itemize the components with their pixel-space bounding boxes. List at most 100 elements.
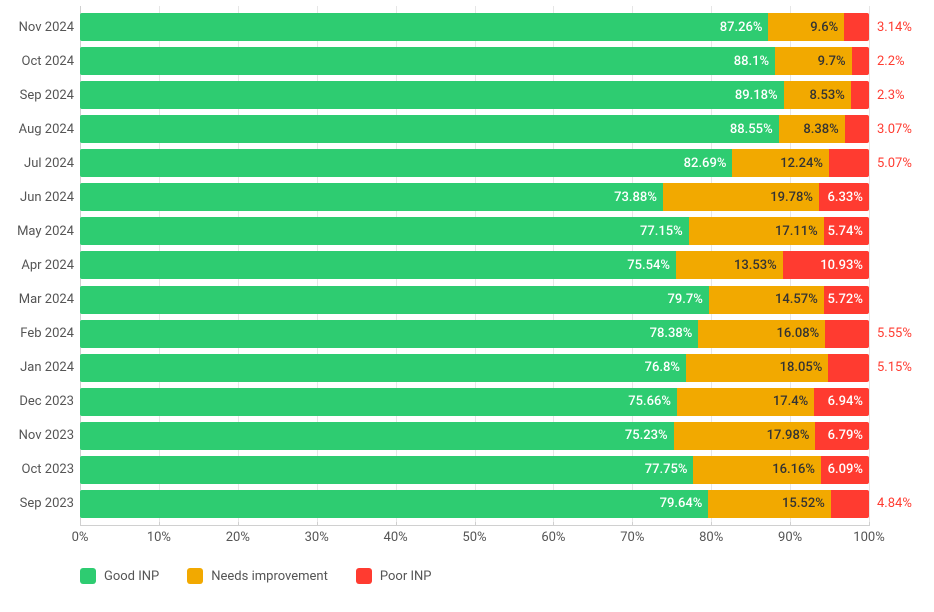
bar-segment-good: 76.8% xyxy=(80,354,686,382)
y-axis-label: May 2024 xyxy=(10,217,74,245)
y-axis-label: Nov 2023 xyxy=(10,422,74,450)
bar-row: Apr 202475.54%13.53%10.93% xyxy=(80,251,869,279)
bar-value-label: 17.4% xyxy=(773,394,808,409)
bar-segment-needs: 15.52% xyxy=(708,490,830,518)
bar-segment-poor xyxy=(829,149,869,177)
x-tick-mark xyxy=(396,522,397,526)
y-axis-label: Dec 2023 xyxy=(10,388,74,416)
legend-swatch xyxy=(187,568,203,584)
bar-value-label: 12.24% xyxy=(780,156,823,171)
bar-value-label: 75.23% xyxy=(625,428,668,443)
bar-value-label: 77.15% xyxy=(640,224,683,239)
bar-segment-poor: 6.09% xyxy=(821,456,869,484)
bar-segment-good: 79.7% xyxy=(80,286,709,314)
bar-value-label: 2.2% xyxy=(877,54,905,69)
bar-value-label: 6.94% xyxy=(828,394,863,409)
bar-segment-good: 77.15% xyxy=(80,217,689,245)
x-tick-label: 30% xyxy=(305,530,329,545)
bar-value-label: 16.08% xyxy=(776,326,819,341)
x-tick-mark xyxy=(790,522,791,526)
x-tick-label: 100% xyxy=(853,530,884,545)
x-tick-label: 70% xyxy=(620,530,644,545)
bar-segment-good: 75.66% xyxy=(80,388,677,416)
bar-segment-needs: 12.24% xyxy=(732,149,829,177)
y-axis-label: Mar 2024 xyxy=(10,286,74,314)
bar-value-label-outside: 4.84% xyxy=(877,490,912,518)
bar-row: Oct 202488.1%9.7%2.2% xyxy=(80,47,869,75)
x-tick-label: 90% xyxy=(778,530,802,545)
bar-value-label: 3.07% xyxy=(877,122,912,137)
bar-value-label-outside: 2.3% xyxy=(877,81,905,109)
bar-value-label: 75.66% xyxy=(628,394,671,409)
y-axis-label: Oct 2024 xyxy=(10,47,74,75)
bar-segment-poor xyxy=(844,13,869,41)
bars-container: Nov 202487.26%9.6%3.14%Oct 202488.1%9.7%… xyxy=(80,6,869,525)
x-tick-label: 80% xyxy=(699,530,723,545)
bar-segment-good: 79.64% xyxy=(80,490,708,518)
bar-segment-poor: 10.93% xyxy=(783,251,869,279)
bar-segment-needs: 17.11% xyxy=(689,217,824,245)
bar-value-label: 5.07% xyxy=(877,156,912,171)
x-tick-mark xyxy=(711,522,712,526)
y-axis-label: Oct 2023 xyxy=(10,456,74,484)
x-tick-mark xyxy=(238,522,239,526)
y-axis-label: Sep 2023 xyxy=(10,490,74,518)
bar-segment-poor: 5.72% xyxy=(824,286,869,314)
bar-value-label: 79.64% xyxy=(660,496,703,511)
bar-segment-good: 88.1% xyxy=(80,47,775,75)
bar-segment-good: 82.69% xyxy=(80,149,732,177)
bar-value-label: 16.16% xyxy=(772,462,815,477)
legend-item: Needs improvement xyxy=(187,568,328,584)
bar-value-label: 10.93% xyxy=(820,258,863,273)
bar-value-label: 78.38% xyxy=(650,326,693,341)
x-tick-mark xyxy=(475,522,476,526)
bar-segment-needs: 8.53% xyxy=(784,81,851,109)
bar-row: May 202477.15%17.11%5.74% xyxy=(80,217,869,245)
bar-row: Dec 202375.66%17.4%6.94% xyxy=(80,388,869,416)
bar-value-label: 89.18% xyxy=(735,88,778,103)
bar-value-label: 77.75% xyxy=(645,462,688,477)
bar-segment-poor: 6.79% xyxy=(815,422,869,450)
bar-value-label: 6.33% xyxy=(828,190,863,205)
bar-row: Jan 202476.8%18.05%5.15% xyxy=(80,354,869,382)
x-tick-mark xyxy=(869,522,870,526)
bar-segment-good: 89.18% xyxy=(80,81,784,109)
bar-segment-poor: 6.33% xyxy=(819,183,869,211)
x-tick-mark xyxy=(159,522,160,526)
bar-value-label-outside: 5.55% xyxy=(877,320,912,348)
bar-row: Sep 202489.18%8.53%2.3% xyxy=(80,81,869,109)
x-tick-label: 60% xyxy=(541,530,565,545)
bar-value-label: 15.52% xyxy=(782,496,825,511)
bar-value-label: 8.53% xyxy=(810,88,845,103)
bar-segment-needs: 13.53% xyxy=(676,251,783,279)
legend-label: Good INP xyxy=(104,569,159,584)
legend-swatch xyxy=(80,568,96,584)
gridline xyxy=(869,6,870,525)
bar-segment-poor xyxy=(851,81,869,109)
bar-segment-good: 87.26% xyxy=(80,13,768,41)
bar-segment-poor xyxy=(831,490,869,518)
bar-segment-needs: 16.08% xyxy=(698,320,825,348)
y-axis-label: Jul 2024 xyxy=(10,149,74,177)
bar-row: Nov 202375.23%17.98%6.79% xyxy=(80,422,869,450)
bar-value-label-outside: 3.07% xyxy=(877,115,912,143)
inp-chart: Nov 202487.26%9.6%3.14%Oct 202488.1%9.7%… xyxy=(80,6,869,526)
bar-row: Jul 202482.69%12.24%5.07% xyxy=(80,149,869,177)
bar-segment-needs: 9.7% xyxy=(775,47,852,75)
bar-segment-good: 77.75% xyxy=(80,456,693,484)
bar-row: Sep 202379.64%15.52%4.84% xyxy=(80,490,869,518)
bar-value-label: 5.74% xyxy=(828,224,863,239)
bar-segment-good: 75.54% xyxy=(80,251,676,279)
bar-value-label: 75.54% xyxy=(627,258,670,273)
bar-value-label: 14.57% xyxy=(775,292,818,307)
bar-segment-needs: 9.6% xyxy=(768,13,844,41)
bar-row: Feb 202478.38%16.08%5.55% xyxy=(80,320,869,348)
y-axis-label: Nov 2024 xyxy=(10,13,74,41)
x-tick-mark xyxy=(632,522,633,526)
bar-value-label-outside: 3.14% xyxy=(877,13,912,41)
bar-value-label: 5.72% xyxy=(828,292,863,307)
bar-value-label: 18.05% xyxy=(780,360,823,375)
bar-segment-needs: 8.38% xyxy=(779,115,845,143)
bar-value-label: 13.53% xyxy=(734,258,777,273)
bar-value-label: 17.11% xyxy=(775,224,818,239)
